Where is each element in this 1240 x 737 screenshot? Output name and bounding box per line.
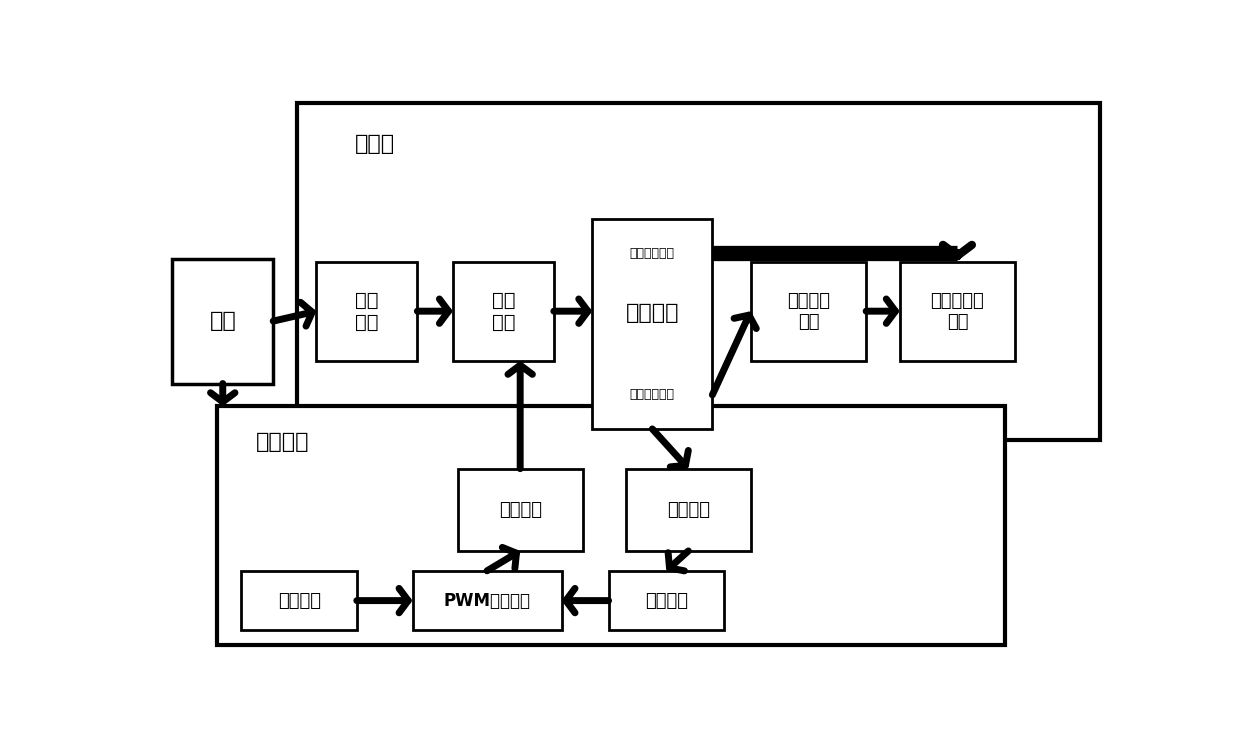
Bar — [316, 262, 418, 361]
Text: 双加热模式
线圈: 双加热模式 线圈 — [930, 292, 985, 331]
Text: 变压整流
电路: 变压整流 电路 — [787, 292, 830, 331]
Bar — [453, 262, 554, 361]
Bar — [626, 469, 750, 551]
Text: 主电路: 主电路 — [355, 134, 396, 154]
Text: PWM宽频调制: PWM宽频调制 — [444, 592, 531, 609]
Bar — [298, 102, 1100, 440]
Bar — [609, 571, 724, 630]
Text: 电磁加热输出: 电磁加热输出 — [630, 246, 675, 259]
Text: 整流
电路: 整流 电路 — [355, 290, 378, 332]
Bar — [413, 571, 562, 630]
Bar — [458, 469, 583, 551]
Bar — [242, 571, 357, 630]
Text: 逆变
电路: 逆变 电路 — [491, 290, 515, 332]
Text: 切换电路: 切换电路 — [625, 303, 680, 323]
Text: 无级调功: 无级调功 — [278, 592, 321, 609]
Bar — [593, 219, 713, 429]
Bar — [900, 262, 1016, 361]
Bar — [217, 406, 1006, 645]
Text: 检测电路: 检测电路 — [667, 501, 709, 519]
Text: 热辐射能输出: 热辐射能输出 — [630, 388, 675, 402]
Text: 驱动电路: 驱动电路 — [498, 501, 542, 519]
Text: 控制电路: 控制电路 — [255, 432, 310, 452]
Text: 保护电路: 保护电路 — [645, 592, 688, 609]
Text: 电源: 电源 — [210, 311, 236, 331]
Bar — [751, 262, 867, 361]
Bar — [172, 259, 273, 383]
